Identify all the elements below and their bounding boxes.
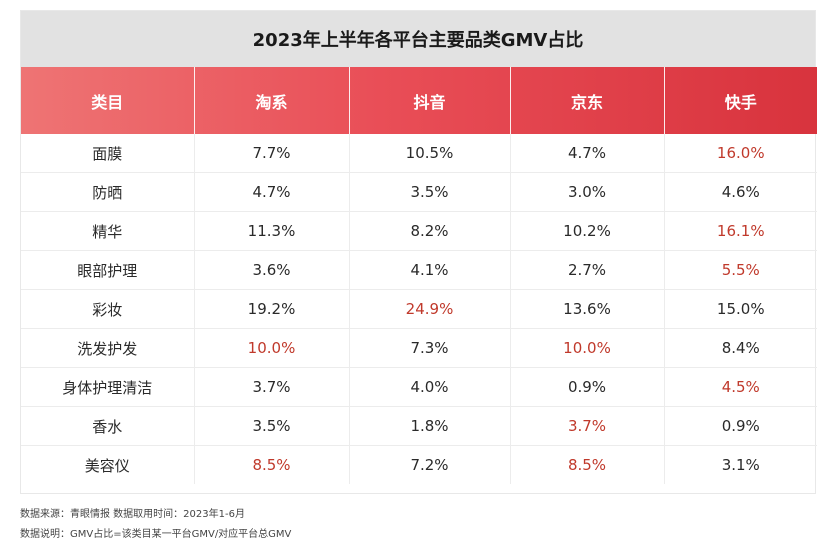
table-cell-value: 11.3% (194, 211, 350, 251)
table-cell-value: 16.0% (664, 134, 817, 173)
table-cell-value: 3.0% (510, 172, 665, 212)
row-category-label: 彩妆 (21, 289, 195, 329)
table-row: 香水 3.5% 1.8% 3.7% 0.9% (21, 406, 817, 446)
table-cell-value: 3.5% (194, 406, 350, 446)
table-cell-value: 4.6% (664, 172, 817, 212)
gmv-share-table: 类目 淘系 抖音 京东 快手 面膜 7.7% 10.5% 4.7% 16.0% 防晒 4.7… (21, 67, 817, 484)
table-cell-value: 8.5% (510, 445, 665, 484)
table-row: 面膜 7.7% 10.5% 4.7% 16.0% (21, 134, 817, 173)
row-category-label: 洗发护发 (21, 328, 195, 368)
footnotes: 数据来源：青眼情报 数据取用时间：2023年1-6月 数据说明：GMV占比=该类… (20, 505, 291, 545)
row-category-label: 美容仪 (21, 445, 195, 484)
table-cell-value: 19.2% (194, 289, 350, 329)
column-header-taoxi: 淘系 (194, 67, 350, 134)
table-cell-value: 4.7% (510, 134, 665, 173)
table-row: 精华 11.3% 8.2% 10.2% 16.1% (21, 211, 817, 251)
table-cell-value: 15.0% (664, 289, 817, 329)
table-cell-value: 13.6% (510, 289, 665, 329)
table-row: 防晒 4.7% 3.5% 3.0% 4.6% (21, 172, 817, 212)
table-cell-value: 8.4% (664, 328, 817, 368)
column-header-kuaishou: 快手 (724, 92, 757, 112)
table-title: 2023年上半年各平台主要品类GMV占比 (21, 11, 815, 67)
row-category-label: 防晒 (21, 172, 195, 212)
table-cell-value: 3.5% (349, 172, 511, 212)
table-cell-value: 10.5% (349, 134, 511, 173)
table-cell-value: 7.2% (349, 445, 511, 484)
table-cell-value: 1.8% (349, 406, 511, 446)
table-cell-value: 24.9% (349, 289, 511, 329)
row-category-label: 香水 (21, 406, 195, 446)
table-row: 彩妆 19.2% 24.9% 13.6% 15.0% (21, 289, 817, 329)
column-header-douyin: 抖音 (349, 67, 511, 134)
table-cell-value: 4.1% (349, 250, 511, 290)
header-row: 类目 淘系 抖音 京东 快手 (21, 67, 817, 134)
table-cell-value: 3.7% (510, 406, 665, 446)
table-row: 身体护理清洁 3.7% 4.0% 0.9% 4.5% (21, 367, 817, 407)
source-note: 数据来源：青眼情报 数据取用时间：2023年1-6月 (20, 509, 245, 520)
row-category-label: 身体护理清洁 (21, 367, 195, 407)
table-body: 面膜 7.7% 10.5% 4.7% 16.0% 防晒 4.7% 3.5% 3.0% 4.6% 精华… (21, 134, 817, 484)
table-cell-value: 4.0% (349, 367, 511, 407)
table-cell-value: 8.2% (349, 211, 511, 251)
table-row: 洗发护发 10.0% 7.3% 10.0% 8.4% (21, 328, 817, 368)
table-cell-value: 3.1% (721, 456, 760, 474)
table-cell-value: 5.5% (664, 250, 817, 290)
table-cell-value: 7.7% (194, 134, 350, 173)
table-cell-value: 4.5% (664, 367, 817, 407)
table-cell-value: 16.1% (664, 211, 817, 251)
table-row: 美容仪 8.5% 7.2% 8.5% 3.1% (21, 445, 817, 484)
table-cell-value: 8.5% (194, 445, 350, 484)
table-cell-value: 10.0% (510, 328, 665, 368)
row-category-label: 精华 (21, 211, 195, 251)
table-row: 眼部护理 3.6% 4.1% 2.7% 5.5% (21, 250, 817, 290)
definition-note: 数据说明：GMV占比=该类目某一平台GMV/对应平台总GMV (20, 529, 292, 540)
table-cell-value: 10.0% (194, 328, 350, 368)
table-cell-value: 0.9% (510, 367, 665, 407)
column-header-jd: 京东 (510, 67, 665, 134)
table-cell-value: 0.9% (664, 406, 817, 446)
table-cell-value: 3.6% (194, 250, 350, 290)
table-cell-value: 4.7% (194, 172, 350, 212)
table-cell-value: 7.3% (349, 328, 511, 368)
row-category-label: 眼部护理 (21, 250, 195, 290)
row-category-label: 面膜 (21, 134, 195, 173)
gmv-share-table-card: 2023年上半年各平台主要品类GMV占比 类目 淘系 抖音 京东 快手 面膜 7.… (20, 10, 817, 494)
table-cell-value: 2.7% (510, 250, 665, 290)
table-cell-value: 10.2% (510, 211, 665, 251)
column-header-category: 类目 (21, 67, 195, 134)
table-cell-value: 3.7% (194, 367, 350, 407)
